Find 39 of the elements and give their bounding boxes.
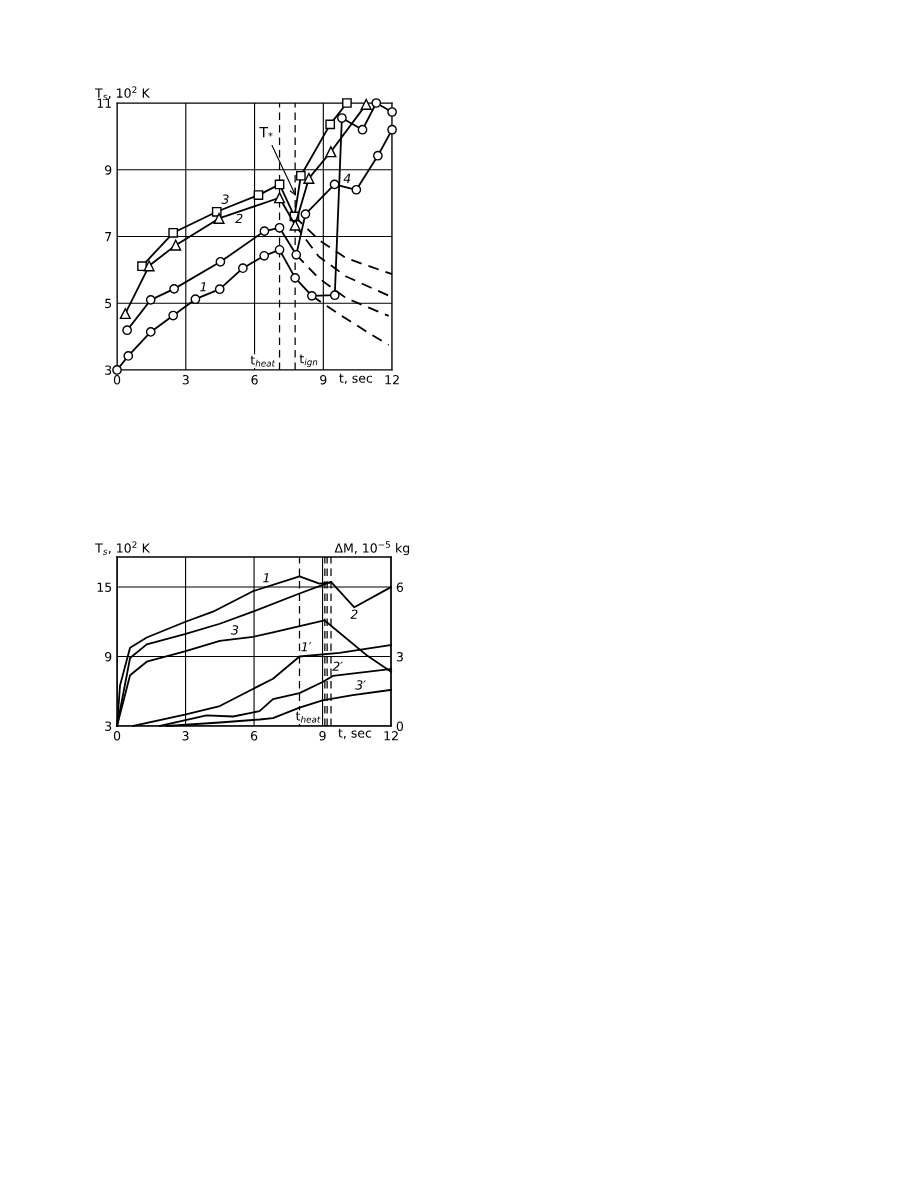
- series-label: 2: [235, 213, 243, 224]
- ref-line-label: t$_{ign}$: [299, 354, 318, 368]
- y-axis-title: T$_{s}$, 10$^{2}$ K: [95, 541, 151, 555]
- series-label: 1: [200, 282, 206, 292]
- y-tick-label: 15: [97, 582, 112, 592]
- y-tick-label: 5: [105, 298, 112, 309]
- annotation: T$_{*}$: [259, 127, 273, 138]
- x-tick-label: 0: [113, 375, 121, 385]
- y-tick-label: 3: [105, 365, 112, 375]
- series-label: 1′: [301, 642, 312, 652]
- series-label: 3: [231, 625, 239, 635]
- x-axis-title: t, sec: [338, 728, 372, 739]
- series-label: 2′: [332, 661, 344, 671]
- x-tick-label: 0: [113, 731, 121, 741]
- ref-line-label: t$_{heat}$: [295, 711, 321, 723]
- y-tick-label: 3: [105, 721, 112, 731]
- ref-line-label: t$_{heat}$: [250, 355, 276, 367]
- x-tick-label: 12: [384, 731, 398, 741]
- x-axis-title: t, sec: [339, 373, 373, 385]
- y2-tick-label: 6: [396, 582, 404, 592]
- x-tick-label: 12: [385, 375, 399, 385]
- x-tick-label: 3: [182, 731, 189, 741]
- y-tick-label: 9: [105, 651, 112, 662]
- y-tick-label: 11: [97, 98, 112, 108]
- y2-tick-label: 0: [396, 721, 404, 731]
- series-label: 1: [263, 573, 269, 583]
- series-label: 2: [350, 609, 358, 619]
- x-tick-label: 6: [250, 731, 258, 741]
- x-tick-label: 9: [320, 375, 327, 385]
- series-label: 3′: [355, 680, 367, 690]
- series-label: 3: [221, 194, 229, 204]
- y-tick-label: 7: [105, 232, 112, 242]
- x-tick-label: 3: [182, 375, 189, 385]
- x-tick-label: 6: [251, 375, 258, 385]
- y-tick-label: 9: [105, 165, 112, 175]
- series-label: 4: [343, 173, 351, 183]
- x-tick-label: 9: [319, 731, 326, 741]
- y2-tick-label: 3: [396, 651, 403, 662]
- y2-axis-title: ΔM, 10$^{−5}$ kg: [334, 541, 410, 556]
